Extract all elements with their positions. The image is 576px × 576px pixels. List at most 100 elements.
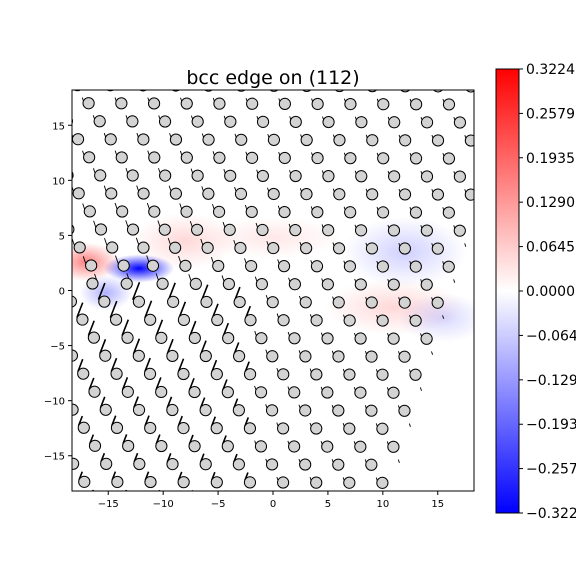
atom-marker [132, 295, 146, 308]
displacement-arrow [431, 351, 434, 355]
atom-marker [72, 349, 79, 362]
atom-marker [166, 403, 179, 417]
atom-marker [232, 458, 245, 471]
displacement-arrow [224, 490, 227, 491]
atom-marker [137, 241, 150, 254]
atom-marker [387, 440, 400, 453]
atom-marker [94, 169, 107, 182]
atom-marker [376, 260, 389, 273]
atom-marker [179, 259, 192, 272]
atom-marker [289, 115, 302, 129]
atom-marker [267, 133, 281, 147]
atom-marker [169, 133, 183, 146]
atom-marker [332, 458, 345, 471]
atom-marker [104, 133, 117, 146]
atom-marker [155, 439, 168, 453]
atom-marker [322, 170, 335, 183]
atom-marker [144, 313, 157, 326]
atom-marker [188, 331, 201, 345]
atom-marker [300, 188, 313, 201]
atom-marker [344, 98, 357, 111]
atom-marker [72, 133, 85, 146]
displacement-arrow [464, 243, 467, 247]
atom-marker [159, 169, 172, 182]
atom-marker [332, 350, 345, 363]
displacement-arrow [121, 319, 130, 336]
atom-marker [115, 97, 128, 110]
x-tick-label: −5 [211, 499, 226, 510]
atom-marker [177, 313, 191, 327]
atom-marker [83, 151, 96, 164]
atom-marker [278, 205, 291, 219]
atom-marker [115, 151, 128, 164]
atom-marker [387, 224, 401, 237]
atom-marker [188, 385, 201, 399]
atom-marker [255, 332, 268, 345]
atom-marker [255, 495, 266, 506]
displacement-arrow [87, 320, 95, 336]
field-region [132, 212, 238, 270]
atom-marker [409, 152, 423, 165]
atom-marker [200, 295, 213, 309]
atom-marker [376, 476, 389, 489]
atom-marker [267, 241, 280, 255]
displacement-arrow [144, 300, 153, 319]
atom-marker [132, 349, 145, 362]
atom-marker [246, 97, 259, 110]
atom-marker [476, 99, 487, 110]
atom-marker [376, 368, 389, 381]
atom-marker [398, 242, 411, 255]
atom-marker [87, 331, 100, 344]
atom-marker [300, 242, 313, 255]
displacement-arrow [487, 171, 488, 174]
atom-marker [299, 296, 312, 309]
atom-marker [98, 295, 111, 308]
atom-marker [310, 422, 323, 435]
atom-marker [277, 314, 290, 327]
atom-marker [76, 313, 89, 326]
colorbar-tick-label: 0.0645 [526, 240, 575, 256]
atom-marker [109, 313, 123, 326]
displacement-arrow [131, 281, 141, 300]
atom-marker [243, 476, 257, 489]
atom-marker [365, 296, 378, 309]
atom-marker [333, 134, 346, 147]
colorbar-gradient [496, 69, 519, 513]
displacement-arrow [99, 339, 107, 354]
atom-marker [82, 97, 95, 110]
atom-marker [354, 332, 367, 345]
x-tick-label: −15 [98, 499, 119, 510]
displacement-arrow [135, 508, 138, 516]
atom-marker [398, 404, 411, 417]
displacement-arrow [115, 255, 119, 264]
atom-marker [88, 439, 102, 452]
displacement-arrow [110, 357, 118, 373]
atom-marker [99, 403, 112, 416]
atom-marker [377, 98, 390, 111]
atom-marker [343, 260, 357, 273]
atom-marker [201, 241, 214, 254]
atom-marker [146, 259, 160, 272]
displacement-arrow [109, 300, 118, 318]
atom-marker [321, 278, 334, 291]
atom-marker [398, 350, 411, 363]
atom-marker [126, 223, 140, 236]
atom-marker [343, 476, 356, 489]
atom-marker [234, 187, 248, 200]
atom-marker [155, 331, 168, 344]
atom-marker [409, 206, 423, 219]
atom-marker [126, 169, 139, 182]
atom-marker [111, 475, 124, 489]
atom-marker [299, 404, 312, 417]
atom-marker [476, 153, 487, 164]
atom-marker [288, 278, 301, 291]
atom-marker [158, 115, 172, 128]
atom-marker [431, 242, 444, 255]
displacement-arrow [234, 509, 237, 517]
atom-marker [299, 350, 312, 363]
atom-marker [388, 116, 401, 129]
displacement-arrow [82, 203, 86, 210]
atom-marker [56, 386, 67, 397]
displacement-arrow [397, 459, 400, 463]
atom-marker [322, 115, 335, 129]
